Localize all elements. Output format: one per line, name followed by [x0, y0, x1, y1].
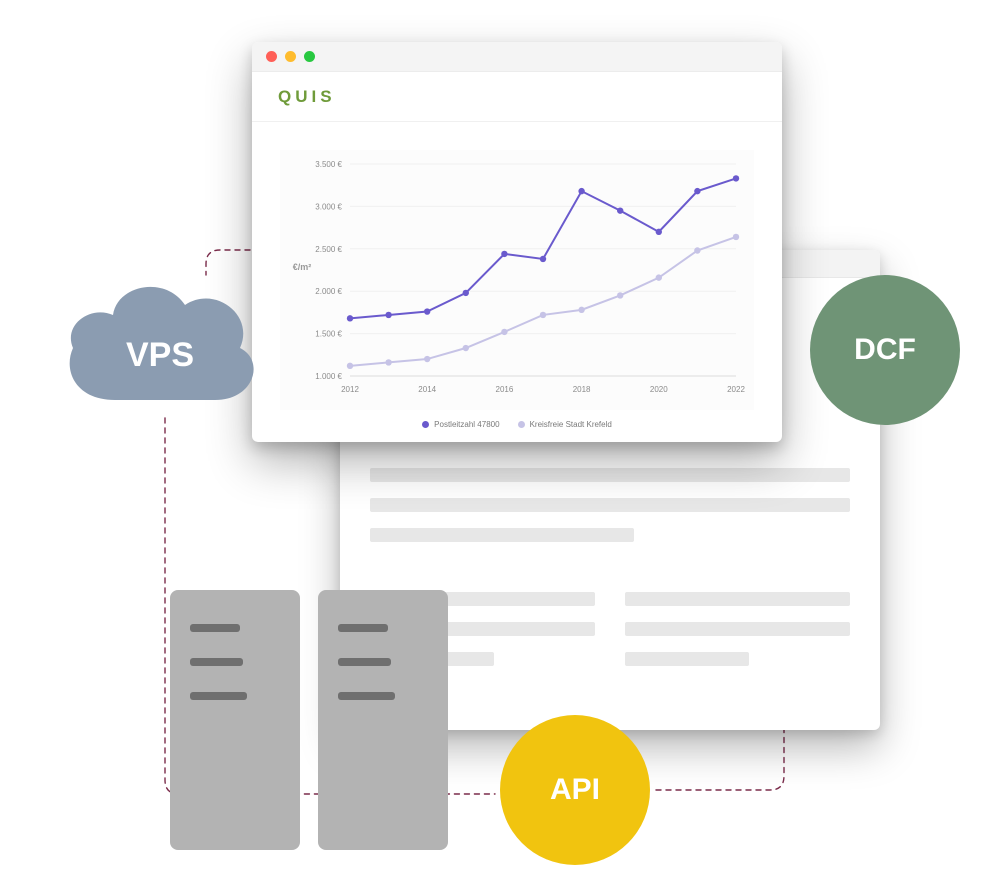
placeholder-line [625, 652, 749, 666]
svg-text:3.000 €: 3.000 € [315, 202, 342, 211]
svg-text:2014: 2014 [418, 385, 436, 394]
svg-text:2.500 €: 2.500 € [315, 245, 342, 254]
legend-item: Kreisfreie Stadt Krefeld [518, 420, 612, 429]
placeholder-line [625, 622, 850, 636]
vps-cloud: VPS [55, 270, 265, 420]
server-slot [190, 624, 240, 632]
placeholder-line [370, 498, 850, 512]
server-icon [318, 590, 448, 850]
svg-text:2.000 €: 2.000 € [315, 287, 342, 296]
server-slot [190, 692, 247, 700]
server-slot [338, 624, 388, 632]
server-icon [170, 590, 300, 850]
svg-text:2016: 2016 [496, 385, 514, 394]
placeholder-line [370, 528, 634, 542]
api-label: API [550, 773, 600, 807]
vps-label: VPS [55, 270, 265, 420]
legend-label: Kreisfreie Stadt Krefeld [530, 420, 612, 429]
server-rack [170, 590, 448, 850]
dcf-label: DCF [854, 333, 916, 367]
diagram-stage: QUIS 1.000 € 1.500 € 2.000 € 2.500 € 3.000 €… [0, 0, 1000, 890]
svg-text:2022: 2022 [727, 385, 745, 394]
svg-text:2020: 2020 [650, 385, 668, 394]
legend-label: Postleitzahl 47800 [434, 420, 499, 429]
legend-swatch [422, 421, 429, 428]
svg-text:€/m²: €/m² [293, 262, 312, 272]
placeholder-line [370, 468, 850, 482]
brand-label: QUIS [278, 87, 336, 107]
svg-text:1.500 €: 1.500 € [315, 330, 342, 339]
svg-text:3.500 €: 3.500 € [315, 160, 342, 169]
brand-bar: QUIS [252, 72, 782, 122]
traffic-light-max-icon [304, 51, 315, 62]
server-slot [338, 692, 395, 700]
svg-text:2018: 2018 [573, 385, 591, 394]
traffic-light-min-icon [285, 51, 296, 62]
dcf-node: DCF [810, 275, 960, 425]
line-chart: 1.000 € 1.500 € 2.000 € 2.500 € 3.000 € 3.500… [280, 150, 754, 410]
server-slot [338, 658, 391, 666]
api-node: API [500, 715, 650, 865]
chart-area: 1.000 € 1.500 € 2.000 € 2.500 € 3.000 € 3.500… [280, 150, 754, 410]
chart-legend: Postleitzahl 47800 Kreisfreie Stadt Krefe… [252, 420, 782, 441]
legend-swatch [518, 421, 525, 428]
server-slot [190, 658, 243, 666]
chart-window: QUIS 1.000 € 1.500 € 2.000 € 2.500 € 3.000 €… [252, 42, 782, 442]
traffic-light-close-icon [266, 51, 277, 62]
svg-text:2012: 2012 [341, 385, 359, 394]
placeholder-line [625, 592, 850, 606]
window-titlebar [252, 42, 782, 72]
svg-text:1.000 €: 1.000 € [315, 372, 342, 381]
legend-item: Postleitzahl 47800 [422, 420, 499, 429]
